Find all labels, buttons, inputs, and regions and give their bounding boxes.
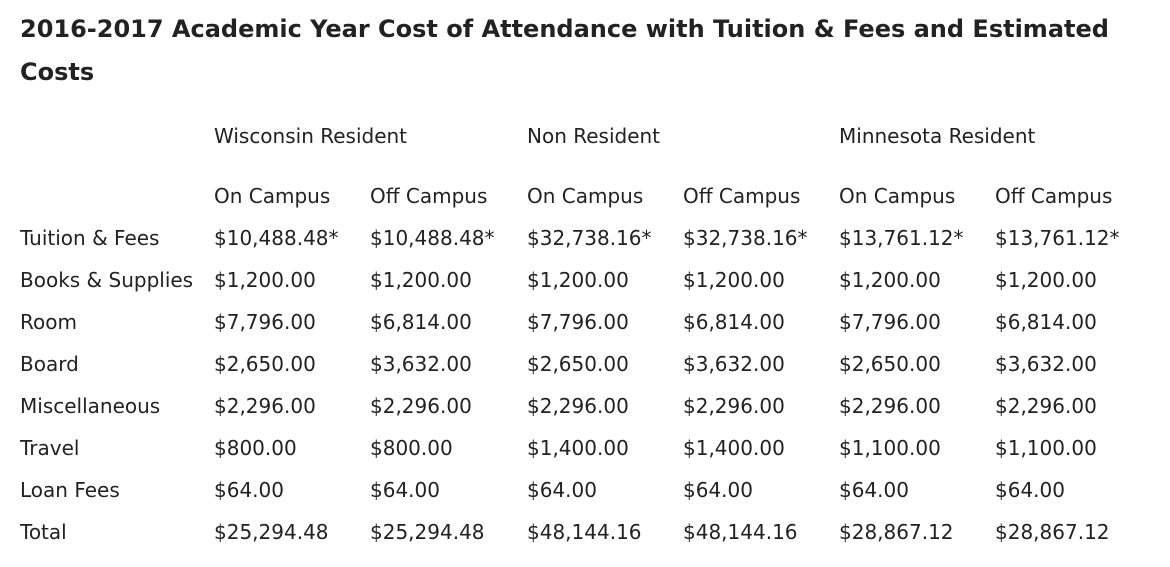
table-cell: $10,488.48* [214,226,339,250]
table-cell: $6,814.00 [995,310,1097,334]
table-cell: $1,200.00 [527,268,629,292]
table-cell: $1,200.00 [683,268,785,292]
table-cell: $48,144.16 [527,520,642,544]
group-header-non-resident: Non Resident [527,124,661,148]
row-label: Travel [20,436,80,460]
table-cell: $64.00 [995,478,1065,502]
table-cell: $2,296.00 [527,394,629,418]
table-cell: $2,296.00 [683,394,785,418]
table-cell: $28,867.12 [995,520,1110,544]
table-cell: $2,650.00 [527,352,629,376]
table-cell: $3,632.00 [370,352,472,376]
group-header-minnesota: Minnesota Resident [839,124,1036,148]
table-cell: $1,200.00 [214,268,316,292]
row-label: Room [20,310,77,334]
table-cell: $1,200.00 [370,268,472,292]
subheader-wi-on-campus: On Campus [214,184,331,208]
table-cell: $64.00 [527,478,597,502]
table-cell: $3,632.00 [683,352,785,376]
table-cell: $1,400.00 [527,436,629,460]
subheader-mn-off-campus: Off Campus [995,184,1113,208]
table-cell: $2,296.00 [214,394,316,418]
table-cell: $800.00 [214,436,297,460]
subheader-nr-on-campus: On Campus [527,184,644,208]
table-cell: $64.00 [214,478,284,502]
table-cell: $64.00 [683,478,753,502]
table-cell: $2,650.00 [214,352,316,376]
subheader-mn-on-campus: On Campus [839,184,956,208]
table-cell: $1,100.00 [995,436,1097,460]
table-cell: $25,294.48 [214,520,329,544]
table-cell: $2,650.00 [839,352,941,376]
table-cell: $1,400.00 [683,436,785,460]
row-label: Tuition & Fees [20,226,160,250]
table-cell: $13,761.12* [839,226,964,250]
subheader-nr-off-campus: Off Campus [683,184,801,208]
table-cell: $7,796.00 [214,310,316,334]
table-cell: $6,814.00 [683,310,785,334]
table-cell: $48,144.16 [683,520,798,544]
row-label: Books & Supplies [20,268,194,292]
row-label: Board [20,352,79,376]
table-cell: $1,100.00 [839,436,941,460]
table-cell: $64.00 [839,478,909,502]
row-label: Miscellaneous [20,394,161,418]
subheader-wi-off-campus: Off Campus [370,184,488,208]
table-cell: $1,200.00 [995,268,1097,292]
table-cell: $2,296.00 [839,394,941,418]
table-cell: $28,867.12 [839,520,954,544]
table-cell: $64.00 [370,478,440,502]
table-cell: $2,296.00 [370,394,472,418]
table-cell: $7,796.00 [839,310,941,334]
page-title: 2016-2017 Academic Year Cost of Attendan… [20,15,1109,86]
table-cell: $2,296.00 [995,394,1097,418]
table-cell: $10,488.48* [370,226,495,250]
row-label: Total [20,520,67,544]
table-cell: $6,814.00 [370,310,472,334]
table-cell: $32,738.16* [683,226,808,250]
group-header-wisconsin: Wisconsin Resident [214,124,408,148]
table-cell: $800.00 [370,436,453,460]
table-cell: $3,632.00 [995,352,1097,376]
table-cell: $13,761.12* [995,226,1120,250]
table-cell: $32,738.16* [527,226,652,250]
table-cell: $25,294.48 [370,520,485,544]
row-label: Loan Fees [20,478,120,502]
table-cell: $1,200.00 [839,268,941,292]
table-cell: $7,796.00 [527,310,629,334]
